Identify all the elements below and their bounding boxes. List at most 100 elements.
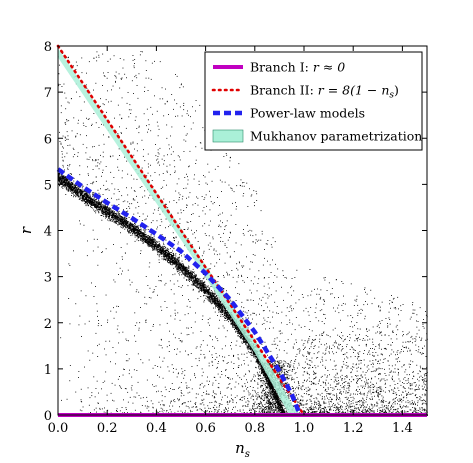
scatter-point	[221, 307, 223, 309]
scatter-point	[157, 245, 159, 246]
scatter-point	[60, 183, 61, 185]
scatter-point	[65, 184, 67, 186]
scatter-point	[122, 218, 124, 220]
scatter-point	[105, 209, 107, 211]
scatter-point	[261, 366, 262, 368]
scatter-point	[124, 226, 126, 227]
scatter-point	[64, 178, 66, 179]
scatter-point	[257, 362, 259, 364]
scatter-point	[214, 300, 216, 301]
scatter-point	[156, 248, 158, 250]
scatter-point	[66, 187, 67, 189]
scatter-point	[262, 373, 264, 374]
scatter-point	[263, 369, 265, 371]
scatter-point	[154, 246, 156, 247]
scatter-point	[222, 305, 224, 307]
scatter-point	[142, 234, 143, 236]
scatter-point	[148, 244, 150, 246]
scatter-point	[206, 287, 207, 289]
scatter-point	[58, 177, 60, 179]
scatter-point	[267, 383, 269, 384]
scatter-point	[77, 196, 79, 198]
scatter-point	[182, 272, 183, 273]
scatter-point	[164, 256, 166, 258]
scatter-point	[128, 226, 130, 228]
scatter-point	[86, 198, 87, 200]
scatter-point	[90, 201, 91, 203]
scatter-point	[179, 272, 181, 273]
scatter-point	[61, 180, 63, 182]
scatter-point	[124, 221, 126, 223]
scatter-point	[210, 293, 212, 295]
scatter-point	[240, 331, 242, 333]
scatter-point	[81, 192, 83, 193]
scatter-point	[154, 247, 156, 248]
scatter-point	[164, 253, 166, 254]
scatter-point	[192, 284, 194, 286]
scatter-point	[125, 226, 127, 228]
scatter-point	[161, 247, 163, 249]
scatter-point	[79, 198, 80, 200]
scatter-point	[58, 183, 60, 185]
scatter-point	[100, 208, 101, 210]
scatter-point	[124, 222, 126, 223]
scatter-point	[71, 182, 72, 183]
scatter-point	[194, 284, 195, 286]
scatter-point	[85, 194, 87, 196]
scatter-point	[97, 208, 99, 210]
scatter-point	[164, 250, 166, 251]
scatter-point	[76, 188, 78, 190]
scatter-point	[255, 356, 257, 357]
scatter-point	[80, 193, 81, 195]
scatter-point	[69, 182, 71, 184]
scatter-point	[88, 199, 90, 201]
scatter-point	[67, 178, 69, 180]
scatter-point	[162, 249, 164, 251]
scatter-point	[85, 205, 87, 207]
scatter-point	[155, 244, 156, 246]
scatter-point	[132, 231, 134, 233]
scatter-point	[266, 378, 268, 380]
scatter-point	[127, 226, 129, 228]
scatter-point	[172, 262, 174, 263]
scatter-point	[181, 271, 182, 273]
scatter-point	[203, 295, 204, 297]
scatter-point	[250, 349, 251, 351]
scatter-point	[71, 183, 73, 185]
scatter-point	[221, 310, 223, 311]
scatter-point	[243, 340, 245, 341]
scatter-point	[160, 249, 162, 251]
scatter-point	[143, 232, 145, 234]
scatter-point	[190, 277, 192, 279]
scatter-point	[154, 244, 156, 246]
scatter-point	[243, 337, 245, 339]
scatter-point	[210, 297, 212, 298]
scatter-point	[128, 225, 130, 227]
scatter-point	[148, 246, 150, 248]
scatter-point	[214, 297, 216, 299]
scatter-point	[61, 186, 63, 188]
scatter-point	[244, 337, 246, 339]
scatter-point	[168, 253, 170, 255]
scatter-point	[108, 215, 110, 217]
scatter-point	[101, 206, 103, 207]
scatter-point	[113, 215, 115, 217]
scatter-point	[213, 294, 215, 296]
scatter-point	[144, 239, 146, 241]
scatter-point	[212, 295, 214, 297]
scatter-point	[160, 250, 162, 252]
scatter-point	[207, 296, 209, 298]
scatter-point	[61, 177, 63, 179]
scatter-point	[222, 306, 223, 308]
scatter-point	[234, 324, 236, 325]
scatter-point	[139, 233, 141, 235]
scatter-point	[96, 203, 98, 205]
scatter-point	[181, 264, 183, 266]
scatter-point	[89, 201, 91, 203]
scatter-point	[275, 395, 276, 396]
scatter-point	[266, 373, 267, 375]
scatter-point	[162, 253, 163, 255]
scatter-point	[87, 197, 89, 198]
scatter-point	[89, 203, 91, 204]
scatter-point	[156, 251, 158, 253]
